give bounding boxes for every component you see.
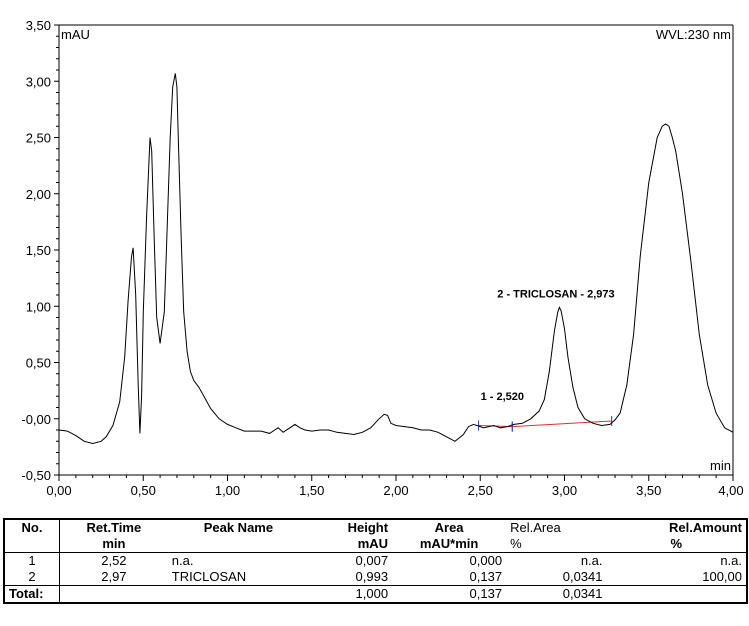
cell-rel-area: n.a. [580, 553, 603, 568]
cell-rel-amount: n.a. [606, 552, 748, 569]
unit-no [3, 536, 60, 553]
y-tick-label: 3,00 [26, 74, 51, 89]
header-no: No. [3, 518, 60, 536]
total-rel-amount [606, 585, 748, 604]
x-tick-label: 3,50 [636, 483, 661, 498]
x-tick-label: 2,50 [468, 483, 493, 498]
total-rel-area: 0,0341 [506, 585, 607, 604]
y-unit-label: mAU [61, 27, 90, 42]
chromatogram: -0,50 -0,00 0,50 1,00 1,50 2,00 2,50 3,00 3,50 0… [21, 18, 744, 498]
x-tick-label: 1,00 [215, 483, 240, 498]
y-tick-label: -0,00 [21, 412, 51, 427]
x-tick-label: 2,00 [383, 483, 408, 498]
unit-area: mAU*min [392, 536, 507, 553]
wavelength-label: WVL:230 nm [656, 27, 731, 42]
header-height: Height [309, 518, 393, 536]
table-header-row: No. Ret.Time Peak Name Height Area Rel.A… [3, 518, 748, 536]
unit-peak-name [167, 536, 310, 553]
cell-ret-time: 2,97 [101, 569, 127, 584]
peak-annotations: 1 - 2,520 2 - TRICLOSAN - 2,973 [481, 288, 615, 403]
peak-annotation: 1 - 2,520 [481, 391, 524, 403]
table-row: 1 2,52 n.a. 0,007 0,000 n.a. n.a. [3, 552, 748, 569]
cell-rel-area: 0,0341 [562, 569, 603, 584]
x-tick-label: 0,50 [131, 483, 156, 498]
header-rel-area: Rel.Area [506, 518, 607, 536]
header-area: Area [392, 518, 507, 536]
unit-rel-area: % [506, 536, 607, 553]
x-tick-label: 4,00 [718, 483, 743, 498]
y-tick-label: 1,50 [26, 243, 51, 258]
cell-no: 2 [3, 569, 60, 586]
cell-height: 0,993 [355, 569, 389, 584]
table-unit-row: min mAU mAU*min % % [3, 536, 748, 553]
unit-height: mAU [309, 536, 393, 553]
x-unit-label: min [710, 458, 731, 473]
cell-height: 0,007 [355, 553, 389, 568]
cell-area: 0,137 [469, 569, 503, 584]
table-row: 2 2,97 TRICLOSAN 0,993 0,137 0,0341 100,… [3, 569, 748, 586]
total-height: 1,000 [309, 585, 393, 604]
header-ret-time: Ret.Time [59, 518, 168, 536]
total-peak-name [167, 585, 310, 604]
y-tick-label: 2,00 [26, 187, 51, 202]
x-tick-label: 0,00 [46, 483, 71, 498]
y-ticks: -0,50 -0,00 0,50 1,00 1,50 2,00 2,50 3,00 3,50 [21, 18, 59, 483]
total-label: Total: [3, 585, 60, 604]
y-tick-label: 3,50 [26, 18, 51, 33]
results-table: No. Ret.Time Peak Name Height Area Rel.A… [3, 518, 748, 604]
cell-ret-time: 2,52 [101, 553, 127, 568]
table-total-row: Total: 1,000 0,137 0,0341 [3, 585, 748, 604]
cell-peak-name: n.a. [171, 553, 194, 568]
header-rel-amount: Rel.Amount [606, 518, 748, 536]
x-tick-label: 3,00 [552, 483, 577, 498]
integration-baseline [512, 420, 612, 428]
x-ticks: 0,00 0,50 1,00 1,50 2,00 2,50 3,00 3,50 4,00 [46, 475, 744, 498]
y-tick-label: 0,50 [26, 356, 51, 371]
unit-rel-amount: % [606, 536, 748, 553]
cell-no: 1 [3, 552, 60, 569]
cell-peak-name: TRICLOSAN [171, 569, 247, 584]
peak-annotation: 2 - TRICLOSAN - 2,973 [497, 288, 614, 300]
unit-ret-time: min [59, 536, 168, 553]
header-peak-name: Peak Name [167, 518, 310, 536]
cell-rel-amount: 100,00 [606, 569, 748, 586]
y-tick-label: 2,50 [26, 131, 51, 146]
baselines [478, 416, 613, 432]
total-area: 0,137 [392, 585, 507, 604]
total-ret-time [59, 585, 168, 604]
x-tick-label: 1,50 [299, 483, 324, 498]
y-tick-label: -0,50 [21, 468, 51, 483]
chromatogram-trace [58, 73, 734, 445]
cell-area: 0,000 [469, 553, 503, 568]
chromatogram-svg: -0,50 -0,00 0,50 1,00 1,50 2,00 2,50 3,00 3,50 0… [21, 18, 744, 498]
y-tick-label: 1,00 [26, 299, 51, 314]
